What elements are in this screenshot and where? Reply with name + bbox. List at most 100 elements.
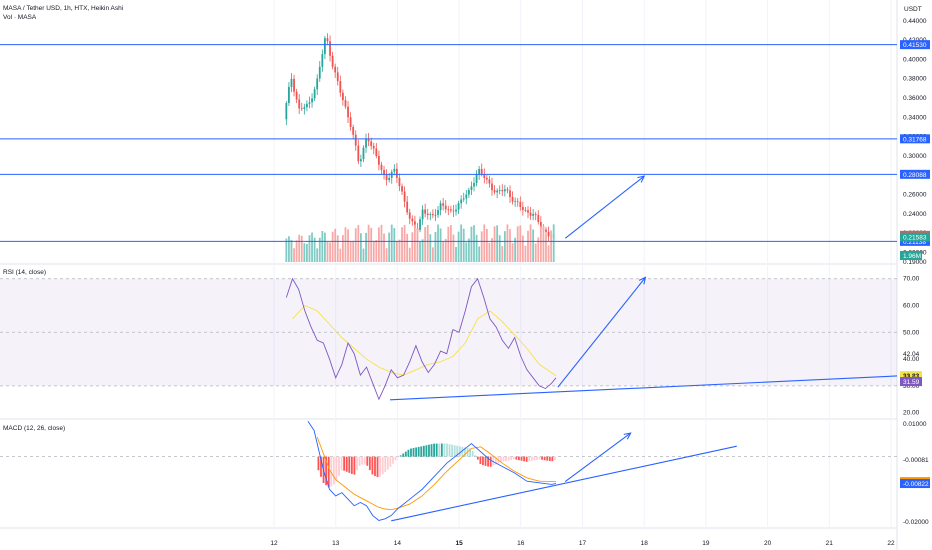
price-axis-tick-label: 0.40000 xyxy=(903,56,927,63)
volume-bar xyxy=(367,224,370,262)
candle-body xyxy=(401,186,403,192)
rsi-projection-arrow-head xyxy=(638,276,647,285)
rsi-projection-arrow xyxy=(557,277,646,388)
volume-bar xyxy=(300,235,303,262)
candle-body xyxy=(347,106,349,118)
x-axis-tick-label: 16 xyxy=(517,540,525,547)
candle-body xyxy=(431,214,434,216)
macd-histogram-bar xyxy=(435,443,438,457)
rsi-axis-tick-label: 30.00 xyxy=(903,383,920,390)
volume-bar xyxy=(344,227,347,262)
macd-histogram-bar xyxy=(358,456,361,466)
macd-histogram-bar xyxy=(386,456,389,470)
rsi-support-trendline xyxy=(389,375,898,401)
candle-body xyxy=(532,213,535,216)
candle-body xyxy=(485,177,488,180)
macd-histogram-bar xyxy=(464,447,466,457)
macd-projection-arrow xyxy=(564,432,631,482)
x-axis-tick-label: 19 xyxy=(702,540,710,547)
candle-body xyxy=(339,81,342,93)
macd-histogram-bar xyxy=(541,456,543,460)
macd-line xyxy=(307,421,557,521)
candle-body xyxy=(475,174,478,184)
volume-bar xyxy=(449,225,452,262)
macd-histogram-bar xyxy=(348,456,351,473)
volume-bar xyxy=(498,235,501,262)
candle-body xyxy=(545,229,547,232)
rsi-title: RSI (14, close) xyxy=(3,269,46,276)
candle-body xyxy=(480,168,483,174)
candle-body xyxy=(298,99,301,109)
volume-bar xyxy=(377,227,380,262)
candle-body xyxy=(457,203,460,210)
volume-bar xyxy=(349,241,352,262)
volume-bar xyxy=(493,226,496,262)
volume-bar xyxy=(503,231,506,262)
level-price-label: 0.21138 xyxy=(903,239,926,246)
volume-bar xyxy=(537,237,540,262)
macd-value-label: -0.00081 xyxy=(903,457,929,464)
volume-bar xyxy=(460,224,463,262)
rsi-axis-tick-label: 50.00 xyxy=(903,329,920,336)
candle-body xyxy=(321,54,324,67)
volume-bar xyxy=(318,237,321,262)
macd-histogram-bar xyxy=(361,456,364,465)
volume-bar xyxy=(478,246,481,262)
volume-badge xyxy=(900,251,922,260)
level-price-label: 0.28088 xyxy=(903,172,927,179)
volume-bar xyxy=(298,234,301,262)
volume-bar xyxy=(439,228,442,262)
level-price-label: 0.41530 xyxy=(903,42,927,49)
rsi-value-label: 33.77 xyxy=(903,373,920,380)
volume-bar xyxy=(365,232,367,262)
volume-bar xyxy=(398,239,401,262)
candle-body xyxy=(395,168,398,178)
volume-bar xyxy=(473,225,475,262)
macd-histogram-bar xyxy=(425,445,428,457)
x-axis-tick-label: 17 xyxy=(579,540,587,547)
volume-bar xyxy=(403,224,406,262)
volume-bar xyxy=(506,224,509,262)
rsi-value-label: 33.83 xyxy=(903,373,920,380)
volume-bar xyxy=(534,243,537,262)
macd-histogram-bar xyxy=(482,456,484,466)
volume-bar xyxy=(347,229,349,262)
macd-histogram-bar xyxy=(489,456,492,467)
candle-body xyxy=(313,89,316,99)
rsi-ma-line xyxy=(292,304,557,377)
macd-histogram-bar xyxy=(394,456,397,461)
macd-histogram-bar xyxy=(345,456,348,472)
macd-histogram-bar xyxy=(448,444,451,457)
macd-histogram-bar xyxy=(415,447,418,457)
volume-bar xyxy=(362,248,365,262)
volume-bar xyxy=(411,232,414,262)
macd-histogram-bar xyxy=(392,456,394,464)
macd-histogram-bar xyxy=(518,456,520,461)
candle-body xyxy=(293,78,295,92)
chart-symbol-title: MASA / Tether USD, 1h, HTX, Heikin Ashi xyxy=(3,5,124,12)
candle-body xyxy=(380,164,383,170)
volume-bar xyxy=(431,247,434,262)
volume-bar xyxy=(359,233,362,262)
candle-body xyxy=(498,189,501,191)
volume-bar xyxy=(341,235,344,262)
candle-body xyxy=(509,190,511,198)
volume-bar xyxy=(380,224,383,262)
candle-body xyxy=(547,231,550,237)
volume-bar xyxy=(385,248,388,262)
candle-body xyxy=(372,145,375,149)
candle-body xyxy=(439,203,442,211)
macd-histogram-bar xyxy=(471,450,474,457)
candle-body xyxy=(344,100,347,107)
volume-bar xyxy=(336,235,339,262)
candle-body xyxy=(316,78,319,90)
volume-bar xyxy=(334,228,337,262)
macd-histogram-bar xyxy=(453,445,456,457)
volume-bar xyxy=(527,230,529,262)
macd-histogram-bar xyxy=(538,456,541,460)
macd-histogram-bar xyxy=(546,456,549,461)
rsi-axis-tick-label: 60.00 xyxy=(903,303,920,310)
volume-bar xyxy=(421,239,424,262)
